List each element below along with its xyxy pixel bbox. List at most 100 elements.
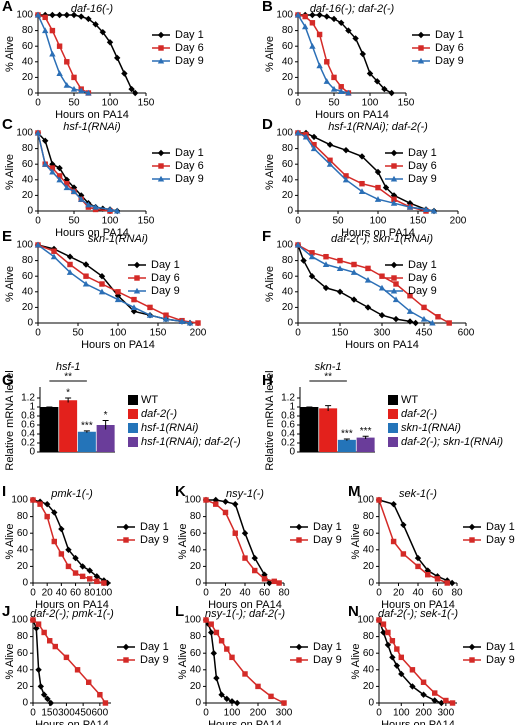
bracket-label: ** [64, 372, 72, 383]
x-tick-label: 150 [150, 328, 167, 339]
marker [366, 70, 374, 77]
series-line [205, 499, 280, 584]
marker [359, 50, 366, 58]
series-line [37, 132, 118, 212]
error-bar [102, 420, 109, 430]
marker [378, 284, 386, 291]
legend-label: Day 6 [175, 42, 204, 54]
marker [41, 629, 47, 636]
legend-label: Day 9 [140, 654, 169, 666]
marker [49, 50, 56, 57]
panel-label: M [348, 483, 361, 500]
error-bar [343, 438, 350, 441]
marker [85, 679, 92, 685]
y-tick-label: 40 [190, 544, 202, 555]
y-tick-label: 60 [363, 648, 375, 659]
marker [128, 85, 135, 93]
legend-label: Day 1 [175, 147, 204, 159]
marker [374, 168, 382, 176]
y-tick-label: 20 [190, 681, 202, 692]
y-tick-label: 20 [22, 72, 34, 83]
marker [51, 538, 57, 545]
marker [232, 500, 239, 508]
legend-marker [157, 149, 165, 157]
y-tick-label: 20 [363, 681, 375, 692]
y-tick-label: 0 [368, 698, 374, 709]
marker [114, 54, 121, 62]
marker [232, 530, 238, 536]
marker [255, 683, 261, 690]
marker [74, 667, 81, 673]
legend-label: Day 6 [151, 272, 180, 284]
marker [394, 646, 400, 652]
x-tick-label: 0 [35, 328, 41, 339]
legend-marker [390, 261, 398, 269]
marker [78, 196, 85, 202]
significance: *** [341, 429, 353, 440]
x-axis-label: Hours on PA14 [81, 339, 155, 351]
x-axis-label: Hours on PA14 [55, 227, 129, 239]
marker [336, 288, 344, 295]
marker [358, 153, 366, 160]
chart-title: daf-2(-); sek-1(-) [378, 608, 458, 620]
series-line [206, 499, 271, 584]
x-tick-label: 100 [224, 708, 241, 719]
marker [49, 27, 56, 34]
marker [56, 11, 63, 19]
y-tick-label: 1.2 [21, 393, 35, 404]
marker [63, 11, 70, 19]
marker [338, 19, 345, 26]
legend-marker [122, 643, 130, 651]
x-tick-label: 20 [42, 588, 54, 599]
y-tick-label: 80 [190, 631, 202, 642]
x-tick-label: 100 [102, 98, 119, 109]
legend-swatch [388, 437, 398, 447]
legend-label: Day 6 [408, 272, 437, 284]
marker [359, 180, 365, 187]
marker [78, 13, 85, 20]
y-tick-label: 60 [22, 271, 34, 282]
marker [322, 284, 330, 292]
x-tick-label: 80 [278, 588, 290, 599]
marker [49, 168, 56, 175]
marker [67, 261, 73, 268]
marker [309, 20, 316, 26]
marker [86, 567, 93, 574]
legend-label: Day 1 [435, 29, 464, 41]
marker [390, 538, 397, 545]
y-tick-label: 100 [184, 615, 201, 626]
marker [82, 280, 90, 287]
y-tick-label: 40 [17, 544, 29, 555]
marker [132, 89, 139, 97]
marker [309, 43, 316, 49]
marker [381, 85, 388, 93]
marker [99, 281, 105, 287]
bracket-label: ** [324, 372, 332, 383]
error-bar [362, 435, 369, 439]
y-tick-label: 0 [195, 698, 201, 709]
y-axis-label: % Alive [4, 523, 16, 559]
marker [63, 184, 70, 191]
x-tick-label: 50 [332, 216, 344, 227]
y-axis-label: % Alive [264, 266, 276, 302]
panel-label: D [262, 116, 273, 133]
y-tick-label: 40 [190, 664, 202, 675]
y-tick-label: 0.6 [281, 420, 295, 431]
y-tick-label: 0 [289, 447, 295, 458]
x-axis-label: Hours on PA14 [381, 599, 455, 611]
x-tick-label: 80 [84, 588, 96, 599]
x-tick-label: 20 [393, 588, 405, 599]
marker [444, 580, 450, 586]
legend-label: daf-2(-) [401, 408, 437, 420]
legend-marker [469, 537, 475, 543]
marker [114, 207, 121, 214]
marker [34, 241, 42, 248]
marker [208, 621, 214, 627]
panel-label: N [348, 603, 359, 620]
legend-marker [417, 31, 425, 39]
legend-label: Day 9 [151, 285, 180, 297]
chart-title: daf-16(-); daf-2(-) [310, 3, 395, 15]
legend-swatch [128, 423, 138, 433]
y-tick-label: 60 [22, 159, 34, 170]
legend-label: Day 1 [313, 641, 342, 653]
